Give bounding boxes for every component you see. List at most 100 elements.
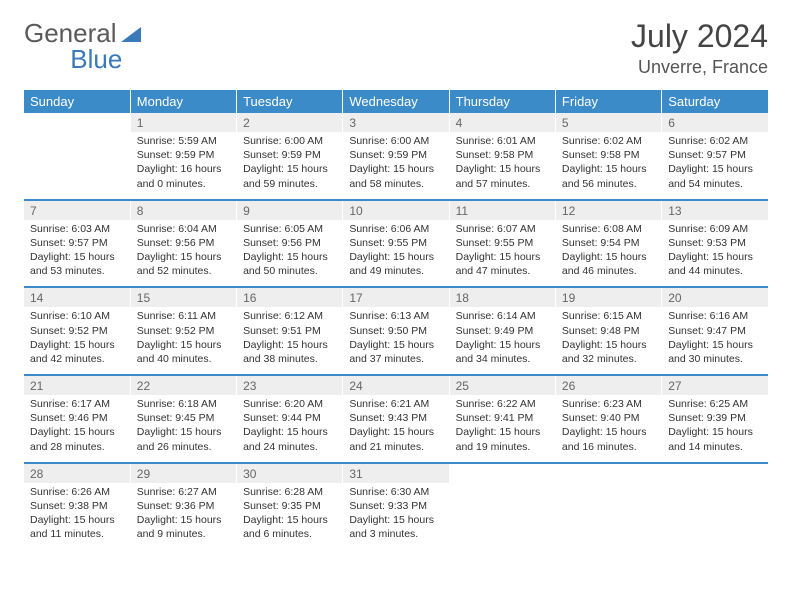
daylight-line: Daylight: 15 hours and 58 minutes.	[349, 162, 442, 190]
sunrise-line: Sunrise: 6:28 AM	[243, 485, 336, 499]
daylight-line: Daylight: 15 hours and 19 minutes.	[456, 425, 549, 453]
day-detail-cell: Sunrise: 6:00 AMSunset: 9:59 PMDaylight:…	[343, 132, 449, 200]
daylight-line: Daylight: 15 hours and 38 minutes.	[243, 338, 336, 366]
daylight-line: Daylight: 15 hours and 54 minutes.	[668, 162, 762, 190]
day-detail-cell: Sunrise: 6:22 AMSunset: 9:41 PMDaylight:…	[449, 395, 555, 463]
daynum-row: 78910111213	[24, 200, 768, 220]
sunset-line: Sunset: 9:45 PM	[137, 411, 230, 425]
sunset-line: Sunset: 9:46 PM	[30, 411, 124, 425]
daylight-line: Daylight: 15 hours and 47 minutes.	[456, 250, 549, 278]
daylight-line: Daylight: 15 hours and 24 minutes.	[243, 425, 336, 453]
weekday-header: Wednesday	[343, 90, 449, 113]
sunrise-line: Sunrise: 6:05 AM	[243, 222, 336, 236]
daylight-line: Daylight: 15 hours and 26 minutes.	[137, 425, 230, 453]
day-number-cell: 26	[555, 375, 661, 395]
weekday-header: Friday	[555, 90, 661, 113]
sunset-line: Sunset: 9:52 PM	[30, 324, 124, 338]
sunset-line: Sunset: 9:39 PM	[668, 411, 762, 425]
daynum-row: 28293031	[24, 463, 768, 483]
day-number-cell: 22	[130, 375, 236, 395]
daylight-line: Daylight: 15 hours and 30 minutes.	[668, 338, 762, 366]
daylight-line: Daylight: 15 hours and 6 minutes.	[243, 513, 336, 541]
day-detail-cell: Sunrise: 6:01 AMSunset: 9:58 PMDaylight:…	[449, 132, 555, 200]
day-detail-cell: Sunrise: 6:10 AMSunset: 9:52 PMDaylight:…	[24, 307, 130, 375]
day-number-cell: 1	[130, 113, 236, 132]
day-number-cell: 9	[237, 200, 343, 220]
sunrise-line: Sunrise: 6:23 AM	[562, 397, 655, 411]
sunset-line: Sunset: 9:41 PM	[456, 411, 549, 425]
daylight-line: Daylight: 15 hours and 32 minutes.	[562, 338, 655, 366]
day-number-cell: 24	[343, 375, 449, 395]
day-detail-cell	[449, 483, 555, 550]
sunset-line: Sunset: 9:51 PM	[243, 324, 336, 338]
sunset-line: Sunset: 9:59 PM	[243, 148, 336, 162]
sunset-line: Sunset: 9:49 PM	[456, 324, 549, 338]
calendar-table: Sunday Monday Tuesday Wednesday Thursday…	[24, 90, 768, 549]
day-number-cell: 11	[449, 200, 555, 220]
day-detail-cell: Sunrise: 6:30 AMSunset: 9:33 PMDaylight:…	[343, 483, 449, 550]
sunrise-line: Sunrise: 6:27 AM	[137, 485, 230, 499]
day-detail-cell	[24, 132, 130, 200]
calendar-body: 123456 Sunrise: 5:59 AMSunset: 9:59 PMDa…	[24, 113, 768, 549]
sunset-line: Sunset: 9:55 PM	[456, 236, 549, 250]
day-number-cell	[24, 113, 130, 132]
daylight-line: Daylight: 15 hours and 56 minutes.	[562, 162, 655, 190]
sunset-line: Sunset: 9:36 PM	[137, 499, 230, 513]
day-detail-cell: Sunrise: 6:00 AMSunset: 9:59 PMDaylight:…	[237, 132, 343, 200]
day-detail-cell: Sunrise: 5:59 AMSunset: 9:59 PMDaylight:…	[130, 132, 236, 200]
brand-triangle-icon	[121, 25, 143, 43]
sunrise-line: Sunrise: 6:10 AM	[30, 309, 124, 323]
brand-logo-line2: GenerBlue	[28, 44, 122, 75]
daynum-row: 14151617181920	[24, 287, 768, 307]
day-detail-cell: Sunrise: 6:23 AMSunset: 9:40 PMDaylight:…	[555, 395, 661, 463]
day-number-cell	[449, 463, 555, 483]
day-detail-cell	[662, 483, 768, 550]
day-number-cell: 21	[24, 375, 130, 395]
weekday-header: Tuesday	[237, 90, 343, 113]
day-detail-cell: Sunrise: 6:05 AMSunset: 9:56 PMDaylight:…	[237, 220, 343, 288]
daylight-line: Daylight: 15 hours and 57 minutes.	[456, 162, 549, 190]
detail-row: Sunrise: 6:10 AMSunset: 9:52 PMDaylight:…	[24, 307, 768, 375]
day-detail-cell: Sunrise: 6:27 AMSunset: 9:36 PMDaylight:…	[130, 483, 236, 550]
day-detail-cell: Sunrise: 6:28 AMSunset: 9:35 PMDaylight:…	[237, 483, 343, 550]
weekday-header: Saturday	[662, 90, 768, 113]
sunrise-line: Sunrise: 6:00 AM	[243, 134, 336, 148]
day-detail-cell: Sunrise: 6:08 AMSunset: 9:54 PMDaylight:…	[555, 220, 661, 288]
sunset-line: Sunset: 9:59 PM	[349, 148, 442, 162]
day-number-cell	[662, 463, 768, 483]
sunrise-line: Sunrise: 6:03 AM	[30, 222, 124, 236]
sunset-line: Sunset: 9:35 PM	[243, 499, 336, 513]
sunrise-line: Sunrise: 6:16 AM	[668, 309, 762, 323]
day-detail-cell: Sunrise: 6:02 AMSunset: 9:57 PMDaylight:…	[662, 132, 768, 200]
sunrise-line: Sunrise: 6:17 AM	[30, 397, 124, 411]
daylight-line: Daylight: 15 hours and 40 minutes.	[137, 338, 230, 366]
daynum-row: 123456	[24, 113, 768, 132]
daylight-line: Daylight: 15 hours and 53 minutes.	[30, 250, 124, 278]
detail-row: Sunrise: 6:17 AMSunset: 9:46 PM Daylight:…	[24, 395, 768, 463]
sunrise-line: Sunrise: 6:12 AM	[243, 309, 336, 323]
daylight-line: Daylight: 15 hours and 11 minutes.	[30, 513, 124, 541]
daylight-line: Daylight: 15 hours and 16 minutes.	[562, 425, 655, 453]
brand-part2: Blue	[70, 44, 122, 75]
day-detail-cell: Sunrise: 6:02 AMSunset: 9:58 PMDaylight:…	[555, 132, 661, 200]
day-detail-cell: Sunrise: 6:20 AMSunset: 9:44 PMDaylight:…	[237, 395, 343, 463]
daylight-line: Daylight: 15 hours and 42 minutes.	[30, 338, 124, 366]
day-detail-cell: Sunrise: 6:12 AMSunset: 9:51 PMDaylight:…	[237, 307, 343, 375]
detail-row: Sunrise: 5:59 AMSunset: 9:59 PMDaylight:…	[24, 132, 768, 200]
sunrise-line: Sunrise: 6:22 AM	[456, 397, 549, 411]
day-detail-cell	[555, 483, 661, 550]
day-detail-cell: Sunrise: 6:18 AMSunset: 9:45 PMDaylight:…	[130, 395, 236, 463]
weekday-header-row: Sunday Monday Tuesday Wednesday Thursday…	[24, 90, 768, 113]
day-detail-cell: Sunrise: 6:14 AMSunset: 9:49 PMDaylight:…	[449, 307, 555, 375]
sunset-line: Sunset: 9:58 PM	[562, 148, 655, 162]
day-detail-cell: Sunrise: 6:11 AMSunset: 9:52 PMDaylight:…	[130, 307, 236, 375]
month-title: July 2024	[631, 18, 768, 55]
sunrise-line: Sunrise: 6:26 AM	[30, 485, 124, 499]
day-number-cell: 8	[130, 200, 236, 220]
day-number-cell: 12	[555, 200, 661, 220]
detail-row: Sunrise: 6:26 AMSunset: 9:38 PMDaylight:…	[24, 483, 768, 550]
daylight-line: Daylight: 15 hours and 14 minutes.	[668, 425, 762, 453]
sunrise-line: Sunrise: 6:04 AM	[137, 222, 230, 236]
daylight-line: Daylight: 15 hours and 21 minutes.	[349, 425, 442, 453]
sunset-line: Sunset: 9:53 PM	[668, 236, 762, 250]
